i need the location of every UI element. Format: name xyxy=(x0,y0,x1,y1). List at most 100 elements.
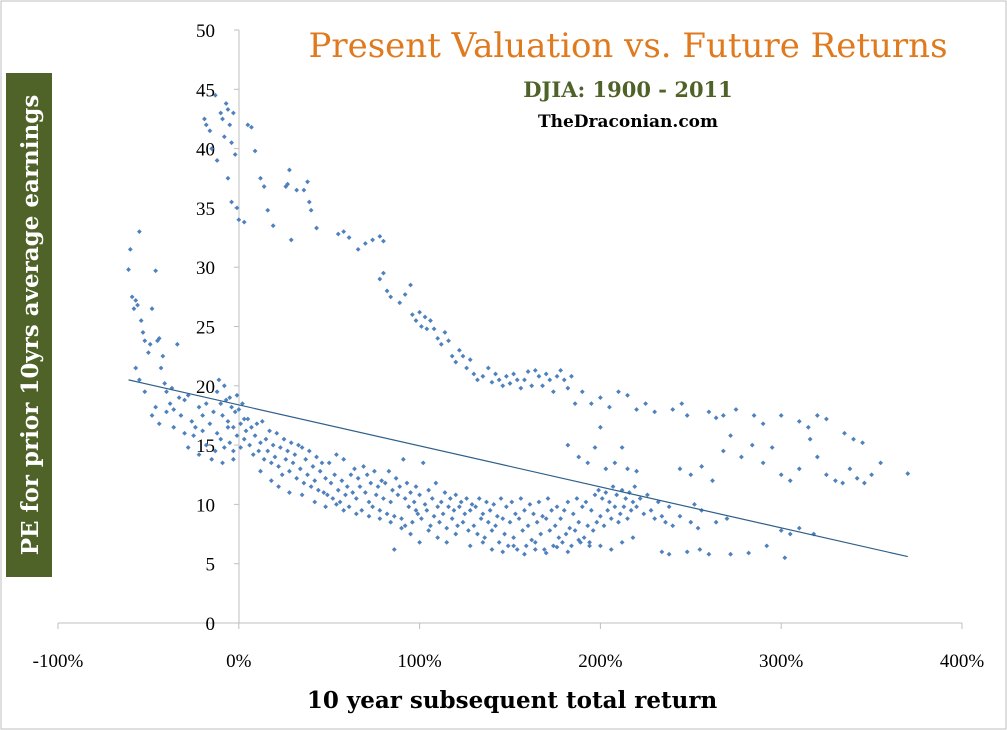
data-point xyxy=(496,377,502,383)
data-point xyxy=(341,507,347,513)
data-point xyxy=(764,543,770,549)
x-tick-label: -100% xyxy=(33,651,84,672)
data-point xyxy=(326,460,332,466)
data-point xyxy=(225,107,231,112)
data-point xyxy=(569,543,574,549)
data-point xyxy=(200,428,206,434)
data-point xyxy=(370,504,375,510)
data-point xyxy=(359,507,365,513)
data-point xyxy=(252,433,258,439)
data-point xyxy=(368,480,374,486)
data-point xyxy=(498,496,504,501)
data-point xyxy=(473,504,479,510)
data-point xyxy=(746,550,752,556)
data-point xyxy=(482,535,488,541)
data-point xyxy=(126,267,131,272)
y-tick-label: 30 xyxy=(196,258,215,279)
data-point xyxy=(362,490,368,495)
data-point xyxy=(634,407,639,412)
data-point xyxy=(471,371,477,377)
data-point xyxy=(706,551,712,557)
data-point xyxy=(267,428,272,434)
data-point xyxy=(142,389,148,395)
data-point xyxy=(824,472,829,478)
data-point xyxy=(833,478,838,484)
data-point xyxy=(353,496,359,501)
data-point xyxy=(131,306,137,312)
data-point xyxy=(814,454,820,460)
data-point xyxy=(496,539,502,545)
data-point xyxy=(599,496,605,501)
data-point xyxy=(670,407,676,412)
data-point xyxy=(377,276,383,282)
data-point xyxy=(395,492,401,498)
data-point xyxy=(724,516,730,522)
data-point xyxy=(234,205,240,211)
data-point xyxy=(171,407,177,412)
data-point xyxy=(538,531,544,537)
data-point xyxy=(525,523,531,529)
data-point xyxy=(400,456,406,462)
data-point xyxy=(628,507,634,513)
data-point xyxy=(129,294,135,300)
data-point xyxy=(467,507,473,513)
data-point xyxy=(346,504,352,510)
data-point xyxy=(218,436,224,442)
data-point xyxy=(408,531,413,537)
data-point xyxy=(321,490,327,495)
data-point xyxy=(127,247,133,252)
data-point xyxy=(352,466,357,472)
data-point xyxy=(751,413,757,418)
data-point xyxy=(500,549,506,555)
data-point xyxy=(706,409,712,415)
data-point xyxy=(632,484,638,490)
data-point xyxy=(572,401,578,406)
data-point xyxy=(431,326,437,332)
data-point xyxy=(397,484,403,490)
data-point xyxy=(607,404,612,410)
data-point xyxy=(370,237,375,243)
data-point xyxy=(625,392,630,398)
data-point xyxy=(652,409,658,415)
data-point xyxy=(679,401,685,406)
data-point xyxy=(353,511,359,517)
data-point xyxy=(505,543,511,549)
data-point xyxy=(543,516,549,522)
data-point xyxy=(630,499,636,505)
x-axis-label: 10 year subsequent total return xyxy=(307,687,718,714)
data-point xyxy=(460,353,466,359)
data-point xyxy=(424,507,430,513)
data-point xyxy=(158,365,164,371)
data-point xyxy=(422,314,428,320)
data-point xyxy=(455,523,460,529)
data-point xyxy=(778,528,784,533)
data-point xyxy=(511,543,517,549)
data-point xyxy=(214,158,220,163)
data-point xyxy=(270,223,276,229)
data-point xyxy=(323,475,328,481)
data-point xyxy=(364,472,370,478)
data-point xyxy=(511,371,517,377)
data-point xyxy=(540,513,545,519)
data-point xyxy=(616,389,621,395)
data-point xyxy=(277,445,283,450)
data-point xyxy=(216,377,222,383)
data-point xyxy=(493,371,498,377)
data-point xyxy=(174,341,180,347)
data-point xyxy=(688,519,694,525)
data-point xyxy=(446,504,451,510)
data-point xyxy=(279,472,285,478)
data-point xyxy=(456,347,462,353)
data-point xyxy=(317,468,323,474)
data-point xyxy=(390,487,395,493)
data-point xyxy=(250,452,256,457)
data-point xyxy=(713,519,719,525)
data-point xyxy=(171,424,177,430)
data-point xyxy=(308,484,314,490)
data-point xyxy=(310,464,316,469)
data-point xyxy=(590,528,596,533)
data-point xyxy=(532,547,538,552)
data-point xyxy=(391,513,397,519)
data-point xyxy=(344,484,350,490)
